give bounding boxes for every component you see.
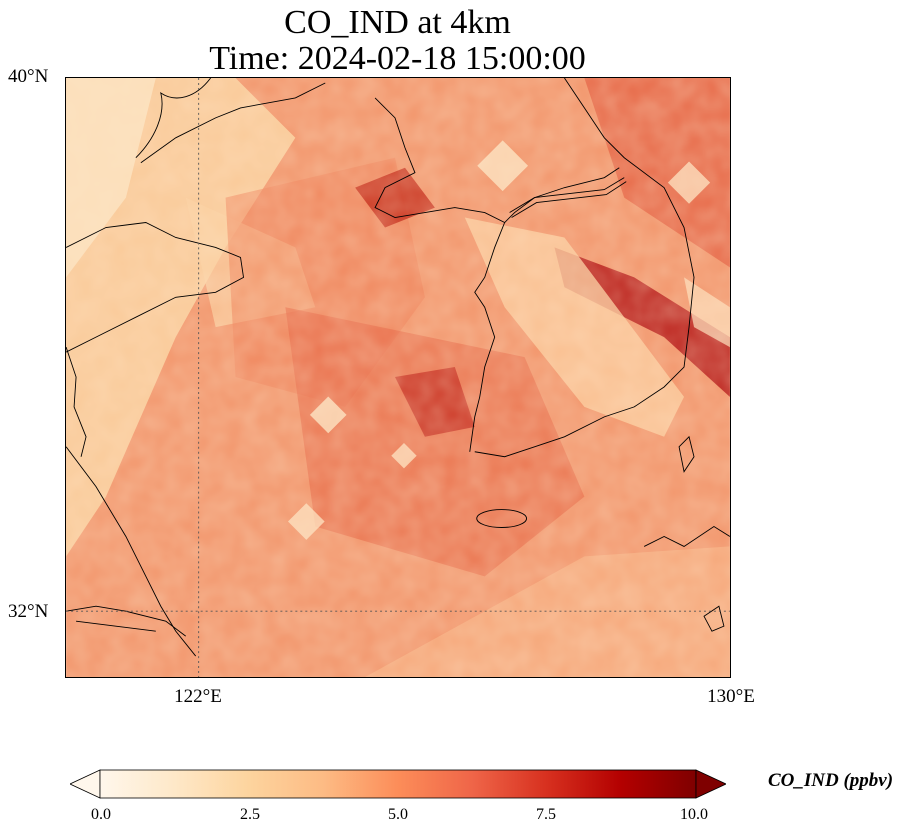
colorbar-tick: 0.0 bbox=[91, 806, 111, 823]
colorbar-tick: 7.5 bbox=[536, 806, 556, 823]
colorbar-min-extend bbox=[70, 769, 101, 799]
map-subtitle-time: Time: 2024-02-18 15:00:00 bbox=[209, 40, 586, 77]
gridlines bbox=[66, 78, 730, 677]
map-title: CO_IND at 4km bbox=[284, 4, 511, 41]
lon-label-122e: 122°E bbox=[174, 686, 222, 707]
colorbar-gradient bbox=[99, 769, 697, 799]
colorbar bbox=[70, 769, 726, 799]
map-plot-area bbox=[65, 77, 731, 678]
colorbar-tick: 5.0 bbox=[388, 806, 408, 823]
lat-label-32n: 32°N bbox=[8, 601, 49, 622]
colorbar-tick: 10.0 bbox=[680, 806, 708, 823]
colorbar-tick: 2.5 bbox=[240, 806, 260, 823]
lon-label-130e: 130°E bbox=[707, 686, 755, 707]
colorbar-max-extend bbox=[695, 769, 726, 799]
colorbar-label: CO_IND (ppbv) bbox=[768, 770, 894, 791]
lat-label-40n: 40°N bbox=[8, 66, 49, 87]
coastlines bbox=[66, 78, 730, 657]
